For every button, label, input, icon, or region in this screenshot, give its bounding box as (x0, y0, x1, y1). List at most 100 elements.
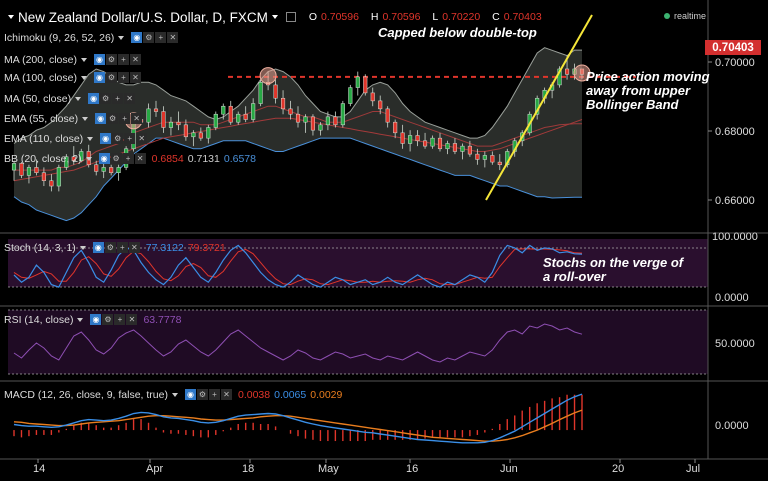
indicator-label[interactable]: RSI (14, close) (4, 313, 74, 326)
eye-icon[interactable]: ◉ (98, 153, 110, 164)
indicator-values: 0.0038 0.0065 0.0029 (238, 389, 346, 401)
eye-icon[interactable]: ◉ (92, 242, 104, 253)
price-axis-label: 0.66000 (715, 195, 755, 207)
indicator-value: 0.6854 (151, 152, 184, 165)
eye-icon[interactable]: ◉ (131, 32, 143, 43)
eye-icon[interactable]: ◉ (93, 72, 105, 83)
plus-icon[interactable]: + (122, 153, 134, 164)
indicator-label[interactable]: MA (50, close) (4, 92, 72, 105)
gear-icon[interactable]: ⚙ (105, 72, 117, 83)
gear-icon[interactable]: ⚙ (105, 54, 117, 65)
close-icon[interactable]: ✕ (129, 72, 141, 83)
candle (71, 156, 76, 162)
indicator-label[interactable]: Ichimoku (9, 26, 52, 26) (4, 31, 115, 44)
last-price-tag: 0.70403 (705, 40, 761, 55)
gear-icon[interactable]: ⚙ (102, 314, 114, 325)
indicator-values: 77.3122 79.3721 (146, 242, 230, 254)
plus-icon[interactable]: + (114, 314, 126, 325)
gear-icon[interactable]: ⚙ (104, 242, 116, 253)
plus-icon[interactable]: + (117, 72, 129, 83)
settings-square-icon[interactable] (285, 12, 296, 22)
indicator-legend-row[interactable]: Ichimoku (9, 26, 52, 26) ◉ ⚙ + ✕ (4, 31, 179, 44)
indicator-legend-row[interactable]: EMA (110, close) ◉ ⚙ + ✕ (4, 132, 148, 145)
candle (11, 163, 17, 171)
eye-icon[interactable]: ◉ (90, 314, 102, 325)
indicator-legend-row[interactable]: EMA (55, close) ◉ ⚙ + ✕ (4, 112, 143, 125)
indicator-legend-row[interactable]: MACD (12, 26, close, 9, false, true) ◉ ⚙ + ✕… (4, 388, 346, 401)
plus-icon[interactable]: + (155, 32, 167, 43)
gear-icon[interactable]: ⚙ (107, 113, 119, 124)
high-value: 0.70596 (382, 11, 421, 23)
close-icon[interactable]: ✕ (126, 314, 138, 325)
indicator-dropdown-icon[interactable] (85, 156, 92, 161)
eye-icon[interactable]: ◉ (184, 389, 196, 400)
gear-icon[interactable]: ⚙ (196, 389, 208, 400)
gear-icon[interactable]: ⚙ (100, 93, 112, 104)
close-icon[interactable]: ✕ (220, 389, 232, 400)
close-icon[interactable]: ✕ (124, 93, 136, 104)
eye-icon[interactable]: ◉ (95, 113, 107, 124)
close-icon[interactable]: ✕ (129, 54, 141, 65)
candle (445, 143, 450, 150)
gear-icon[interactable]: ⚙ (110, 153, 122, 164)
indicator-dropdown-icon[interactable] (79, 245, 86, 250)
indicator-legend-row[interactable]: MA (50, close) ◉ ⚙ + ✕ (4, 92, 136, 105)
indicator-label[interactable]: BB (20, close, 2) (4, 152, 82, 165)
eye-icon[interactable]: ◉ (100, 133, 112, 144)
symbol-dropdown-icon[interactable] (8, 15, 14, 19)
gear-icon[interactable]: ⚙ (143, 32, 155, 43)
indicator-dropdown-icon[interactable] (80, 57, 87, 62)
indicator-legend-row[interactable]: RSI (14, close) ◉ ⚙ + ✕ 63.7778 (4, 313, 185, 326)
close-icon[interactable]: ✕ (136, 133, 148, 144)
x-axis-label: 16 (406, 463, 419, 475)
indicator-label[interactable]: MACD (12, 26, close, 9, false, true) (4, 388, 168, 401)
eye-icon[interactable]: ◉ (93, 54, 105, 65)
indicator-label[interactable]: MA (200, close) (4, 53, 77, 66)
candle (325, 116, 330, 126)
indicator-legend-row[interactable]: BB (20, close, 2) ◉ ⚙ + ✕ 0.6854 0.7131 0.6578 (4, 152, 260, 165)
title-dropdown-icon[interactable] (271, 15, 278, 19)
indicator-dropdown-icon[interactable] (118, 35, 125, 40)
plus-icon[interactable]: + (208, 389, 220, 400)
indicator-dropdown-icon[interactable] (171, 392, 178, 397)
gear-icon[interactable]: ⚙ (112, 133, 124, 144)
candle (191, 132, 196, 138)
indicator-legend-row[interactable]: MA (100, close) ◉ ⚙ + ✕ (4, 71, 141, 84)
indicator-label[interactable]: MA (100, close) (4, 71, 77, 84)
close-icon[interactable]: ✕ (167, 32, 179, 43)
indicator-legend-row[interactable]: Stoch (14, 3, 1) ◉ ⚙ + ✕ 77.3122 79.3721 (4, 241, 230, 254)
candle (408, 135, 413, 144)
x-axis-label: Jun (500, 463, 518, 475)
candle (56, 167, 61, 187)
candle (221, 105, 226, 115)
indicator-dropdown-icon[interactable] (87, 136, 94, 141)
indicator-label[interactable]: EMA (110, close) (4, 132, 84, 145)
close-icon[interactable]: ✕ (128, 242, 140, 253)
indicator-dropdown-icon[interactable] (82, 116, 89, 121)
eye-icon[interactable]: ◉ (88, 93, 100, 104)
indicator-dropdown-icon[interactable] (75, 96, 82, 101)
chart-title[interactable]: New Zealand Dollar/U.S. Dollar, D, FXCM (18, 9, 268, 25)
plus-icon[interactable]: + (124, 133, 136, 144)
candle (415, 135, 420, 142)
candle (251, 103, 256, 120)
close-icon[interactable]: ✕ (131, 113, 143, 124)
candle (482, 155, 487, 160)
indicator-label[interactable]: Stoch (14, 3, 1) (4, 241, 76, 254)
candle (101, 167, 106, 172)
close-icon[interactable]: ✕ (134, 153, 146, 164)
plus-icon[interactable]: + (112, 93, 124, 104)
indicator-legend-row[interactable]: MA (200, close) ◉ ⚙ + ✕ (4, 53, 141, 66)
indicator-dropdown-icon[interactable] (77, 317, 84, 322)
candle (116, 167, 121, 173)
indicator-dropdown-icon[interactable] (80, 75, 87, 80)
plus-icon[interactable]: + (117, 54, 129, 65)
x-axis-label: Jul (686, 463, 701, 475)
candle (348, 87, 353, 104)
plus-icon[interactable]: + (119, 113, 131, 124)
bollinger-band-fill (14, 47, 582, 221)
plus-icon[interactable]: + (116, 242, 128, 253)
candle (393, 121, 398, 134)
indicator-label[interactable]: EMA (55, close) (4, 112, 79, 125)
